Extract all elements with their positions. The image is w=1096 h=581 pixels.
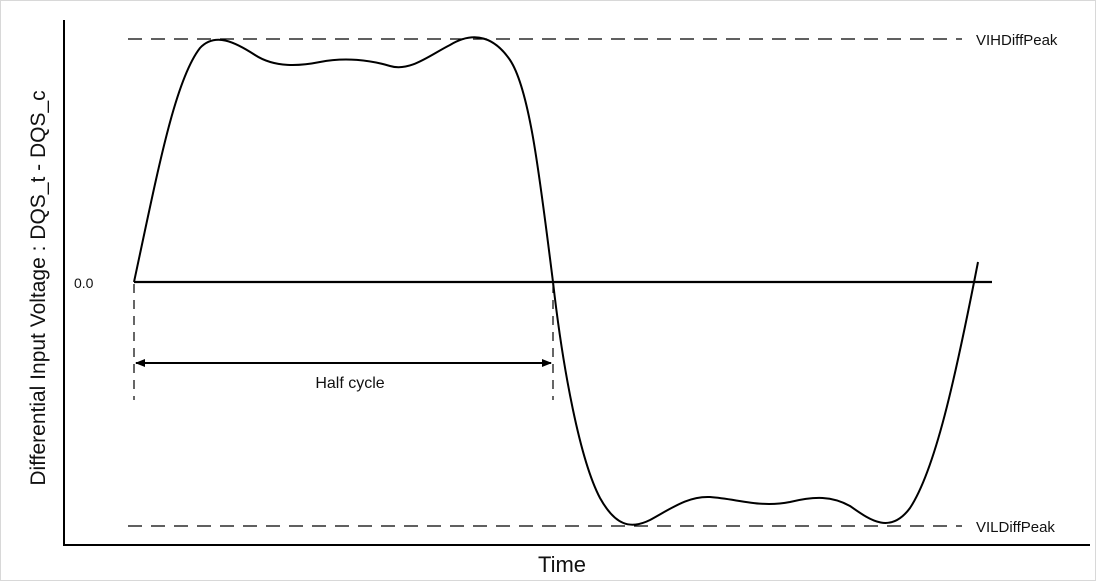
dqs-differential-waveform <box>133 36 979 526</box>
half-cycle-label: Half cycle <box>315 375 384 392</box>
vil-diff-peak-label: VILDiffPeak <box>976 519 1055 536</box>
x-axis-label: Time <box>538 552 586 577</box>
y-axis-label: Differential Input Voltage : DQS_t - DQS… <box>27 90 50 485</box>
zero-label: 0.0 <box>74 275 94 291</box>
vih-diff-peak-label: VIHDiffPeak <box>976 32 1058 49</box>
